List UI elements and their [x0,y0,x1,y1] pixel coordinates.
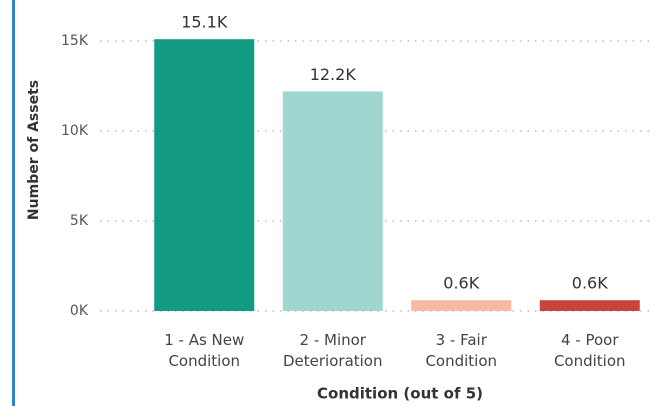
y-axis-title: Number of Assets [26,80,42,220]
value-label: 12.2K [310,65,357,84]
bar [539,300,640,311]
x-tick-label: 1 - As New Condition [164,331,245,370]
x-tick-label: 3 - Fair Condition [425,331,498,370]
y-tick-label: 5K [70,213,89,229]
y-tick-label: 10K [61,123,89,139]
bar [411,300,512,311]
value-label: 0.6K [443,274,479,293]
bar [282,91,383,312]
bar [154,39,255,311]
value-label: 15.1K [181,13,228,32]
panel-border [12,0,15,406]
y-tick-label: 15K [61,33,89,49]
value-label: 0.6K [572,274,608,293]
x-axis-title: Condition (out of 5) [317,385,483,403]
y-tick-label: 0K [70,303,89,319]
x-tick-label: 4 - Poor Condition [553,331,626,370]
x-tick-label: 2 - Minor Deterioration [283,331,383,370]
